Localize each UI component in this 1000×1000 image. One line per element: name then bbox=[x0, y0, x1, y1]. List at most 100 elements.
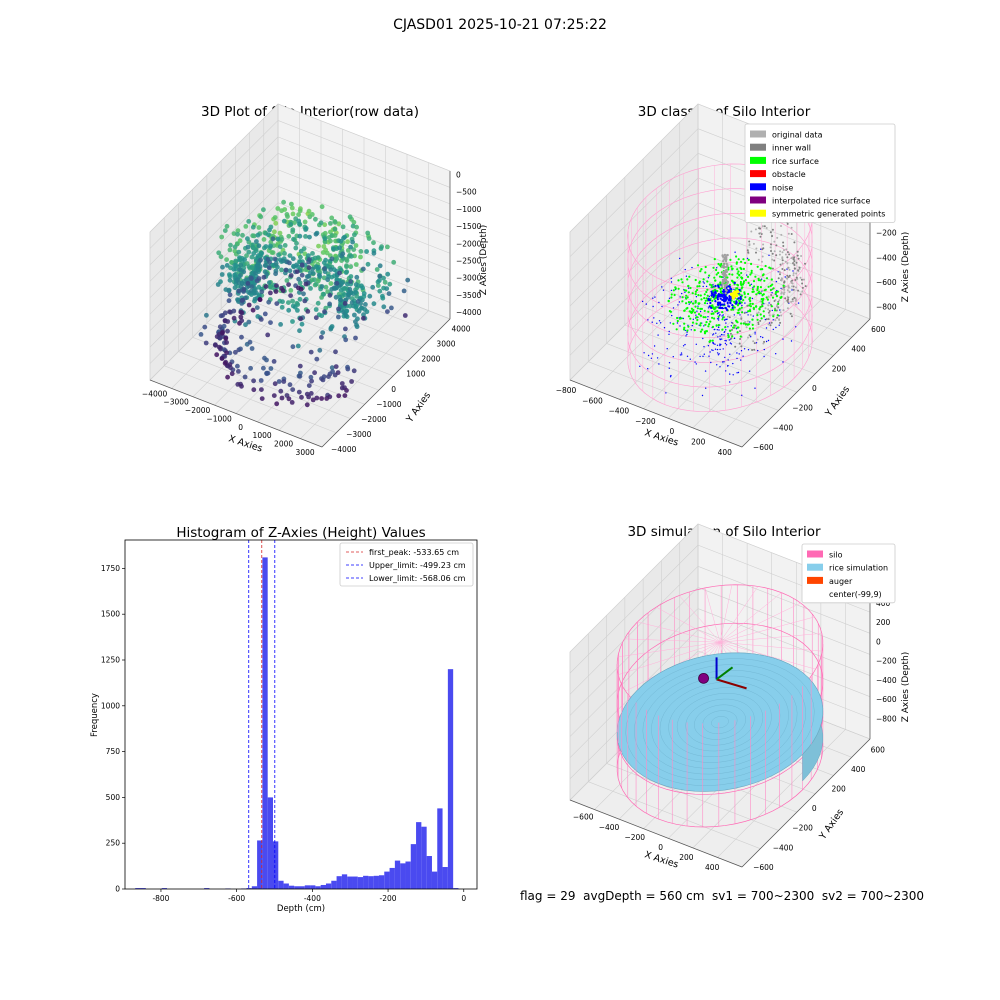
data-point bbox=[713, 258, 716, 261]
data-point bbox=[730, 279, 734, 282]
data-point bbox=[768, 310, 771, 312]
gridline bbox=[717, 309, 846, 438]
data-point bbox=[755, 247, 758, 250]
data-point bbox=[304, 402, 310, 408]
rice-mesh bbox=[668, 687, 772, 757]
data-point bbox=[219, 234, 225, 240]
data-point bbox=[685, 302, 688, 305]
data-point bbox=[306, 265, 312, 271]
data-point bbox=[720, 285, 724, 288]
data-point bbox=[274, 283, 279, 288]
data-point bbox=[228, 242, 233, 248]
data-point bbox=[281, 218, 287, 224]
legend-label: first_peak: -533.65 cm bbox=[369, 548, 459, 557]
y-tick-label: 750 bbox=[106, 747, 121, 756]
histogram-bar bbox=[341, 874, 348, 889]
data-point bbox=[740, 317, 743, 320]
data-point bbox=[790, 300, 793, 303]
data-point bbox=[361, 315, 366, 321]
data-point bbox=[751, 327, 755, 330]
data-point bbox=[719, 314, 721, 316]
z-tick-label: −800 bbox=[876, 303, 897, 312]
data-point bbox=[699, 307, 702, 310]
data-point bbox=[275, 206, 281, 211]
data-point bbox=[751, 318, 754, 321]
data-point bbox=[759, 300, 762, 303]
data-point bbox=[746, 257, 749, 260]
p4-ylabel: Y Axies bbox=[817, 807, 846, 842]
data-point bbox=[726, 276, 729, 279]
data-point bbox=[795, 326, 797, 328]
data-point bbox=[793, 260, 796, 263]
data-point bbox=[691, 321, 695, 324]
data-point bbox=[361, 291, 367, 296]
gridline bbox=[569, 103, 699, 233]
p3-ticks: -800 -600 -400 -200 0 0 250 500 750 1000 1250 1500 1… bbox=[101, 564, 466, 903]
data-point bbox=[360, 285, 365, 291]
data-point bbox=[344, 388, 349, 393]
data-point bbox=[725, 318, 728, 321]
data-point bbox=[689, 286, 692, 290]
y-tick-label: 4000 bbox=[451, 325, 470, 334]
data-point bbox=[771, 228, 774, 231]
data-point bbox=[705, 285, 708, 288]
data-point bbox=[325, 277, 331, 283]
y-tick-label: −400 bbox=[773, 843, 794, 852]
p1-ylabel: Y Axies bbox=[404, 390, 433, 425]
roof-line bbox=[624, 638, 721, 643]
data-point bbox=[773, 250, 776, 253]
x-tick-label: 400 bbox=[718, 448, 733, 457]
data-point bbox=[784, 297, 787, 300]
y-tick-label: 250 bbox=[106, 839, 121, 848]
data-point bbox=[720, 343, 722, 346]
data-point bbox=[682, 345, 685, 347]
data-point bbox=[741, 394, 743, 396]
gridline bbox=[569, 202, 699, 331]
gridline bbox=[277, 120, 451, 188]
data-point bbox=[355, 299, 361, 304]
data-point bbox=[740, 316, 743, 319]
data-point bbox=[721, 338, 723, 340]
data-point bbox=[781, 268, 784, 270]
data-point bbox=[705, 321, 708, 324]
gridline bbox=[569, 153, 699, 282]
data-point bbox=[702, 281, 704, 283]
data-point bbox=[246, 249, 252, 255]
data-point bbox=[738, 274, 741, 277]
data-point bbox=[347, 214, 353, 220]
gridline bbox=[149, 186, 279, 315]
p3-title: Histogram of Z-Axies (Height) Values bbox=[176, 525, 425, 541]
data-point bbox=[801, 282, 804, 285]
data-point bbox=[279, 237, 285, 242]
data-point bbox=[727, 359, 729, 361]
data-point bbox=[781, 288, 784, 291]
data-point bbox=[761, 248, 764, 251]
data-point bbox=[238, 262, 244, 268]
data-point bbox=[319, 334, 324, 340]
legend-label: original data bbox=[772, 131, 823, 140]
data-point bbox=[371, 240, 376, 246]
data-point bbox=[722, 361, 724, 363]
data-point bbox=[792, 258, 795, 261]
data-point bbox=[321, 275, 327, 281]
data-point bbox=[337, 270, 342, 276]
data-point bbox=[733, 314, 735, 316]
data-point bbox=[327, 292, 333, 298]
data-point bbox=[225, 319, 231, 324]
x-tick-label: −4000 bbox=[142, 389, 168, 398]
p4-ticks: −600 −400 −200 0 200 400 −600 −400 −200 0 200 400 60… bbox=[573, 599, 897, 872]
y-tick-label: 1500 bbox=[101, 610, 120, 619]
data-point bbox=[777, 302, 780, 305]
data-point bbox=[719, 297, 722, 300]
data-point bbox=[707, 325, 710, 328]
data-point bbox=[243, 224, 249, 229]
data-point bbox=[716, 298, 719, 301]
y-tick-label: 0 bbox=[812, 804, 817, 813]
rice-mesh bbox=[676, 693, 764, 752]
data-point bbox=[684, 291, 686, 293]
data-point bbox=[233, 263, 239, 268]
data-point bbox=[759, 286, 762, 289]
legend-swatch bbox=[750, 170, 766, 178]
simulation-3d-panel: 3D simulation of Silo Interior −600−400−… bbox=[569, 523, 911, 872]
